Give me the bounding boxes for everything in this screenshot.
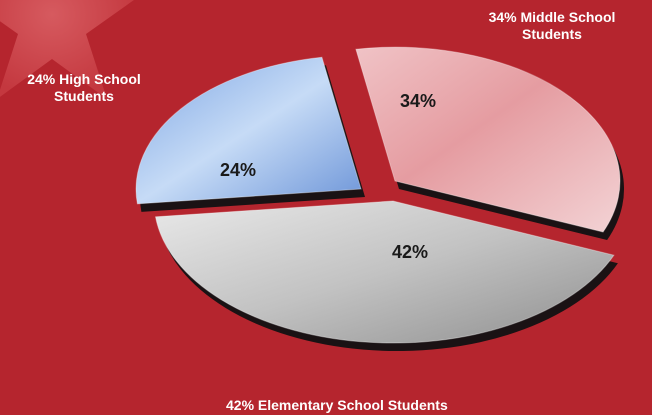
slice-label-line: Students: [54, 88, 114, 104]
pie-percent-label-middle-school: 34%: [400, 91, 436, 111]
slice-label-line: 34% Middle School: [488, 9, 616, 25]
pie-percent-labels: 34% 42% 24%: [220, 91, 436, 262]
pie-percent-label-high-school: 24%: [220, 160, 256, 180]
pie-slice-high-school: [135, 56, 362, 205]
slice-label-middle-school: 34% Middle School Students: [462, 9, 642, 43]
slice-label-high-school: 24% High School Students: [4, 71, 164, 105]
slice-label-line: Students: [522, 26, 582, 42]
slice-label-line: 24% High School: [27, 71, 141, 87]
pie-slice-middle-school: [355, 46, 621, 233]
slice-label-elementary-school: 42% Elementary School Students: [226, 397, 448, 413]
pie-slice-elementary-school: [154, 200, 615, 344]
star-decoration-icon: [0, 0, 134, 99]
pie-slices: [135, 46, 625, 352]
pie-percent-label-elementary-school: 42%: [392, 242, 428, 262]
